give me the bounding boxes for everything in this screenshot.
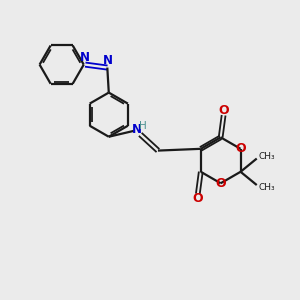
Text: H: H — [140, 121, 147, 131]
Text: CH₃: CH₃ — [259, 183, 275, 192]
Text: O: O — [215, 177, 226, 190]
Text: O: O — [235, 142, 246, 155]
Text: N: N — [131, 124, 142, 136]
Text: O: O — [193, 192, 203, 206]
Text: N: N — [103, 54, 112, 67]
Text: O: O — [218, 104, 229, 117]
Text: N: N — [80, 51, 90, 64]
Text: CH₃: CH₃ — [259, 152, 275, 161]
